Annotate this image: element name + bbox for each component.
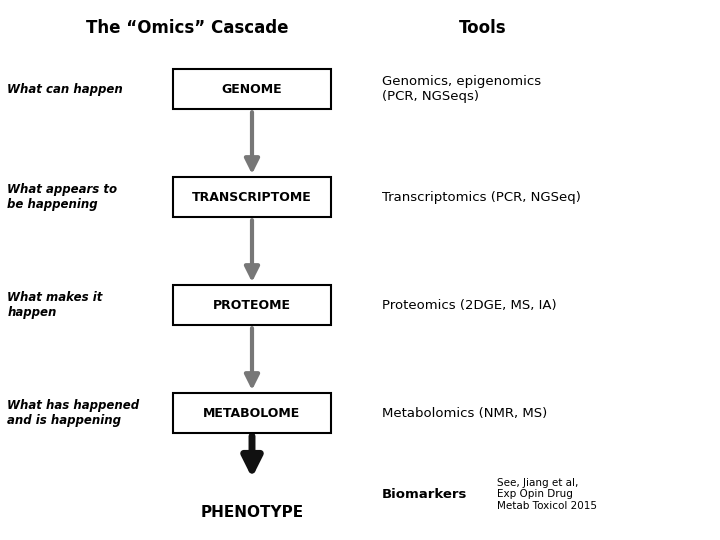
Text: PROTEOME: PROTEOME — [213, 299, 291, 312]
Text: TRANSCRIPTOME: TRANSCRIPTOME — [192, 191, 312, 204]
Text: What can happen: What can happen — [7, 83, 123, 96]
Text: The “Omics” Cascade: The “Omics” Cascade — [86, 19, 289, 37]
Text: Genomics, epigenomics
(PCR, NGSeqs): Genomics, epigenomics (PCR, NGSeqs) — [382, 75, 541, 103]
Bar — [173, 69, 331, 109]
Text: Proteomics (2DGE, MS, IA): Proteomics (2DGE, MS, IA) — [382, 299, 557, 312]
Text: PHENOTYPE: PHENOTYPE — [200, 505, 304, 520]
Text: Transcriptomics (PCR, NGSeq): Transcriptomics (PCR, NGSeq) — [382, 191, 580, 204]
Text: Metabolomics (NMR, MS): Metabolomics (NMR, MS) — [382, 407, 547, 420]
Text: GENOME: GENOME — [222, 83, 282, 96]
Bar — [173, 393, 331, 433]
Text: What appears to
be happening: What appears to be happening — [7, 183, 117, 211]
Text: METABOLOME: METABOLOME — [203, 407, 301, 420]
Text: Biomarkers: Biomarkers — [382, 488, 467, 501]
Text: Tools: Tools — [459, 19, 506, 37]
Bar — [173, 285, 331, 325]
Text: See, Jiang et al,
Exp Opin Drug
Metab Toxicol 2015: See, Jiang et al, Exp Opin Drug Metab To… — [497, 477, 597, 511]
Text: What makes it
happen: What makes it happen — [7, 291, 102, 319]
Text: What has happened
and is happening: What has happened and is happening — [7, 399, 140, 427]
Bar — [173, 177, 331, 217]
